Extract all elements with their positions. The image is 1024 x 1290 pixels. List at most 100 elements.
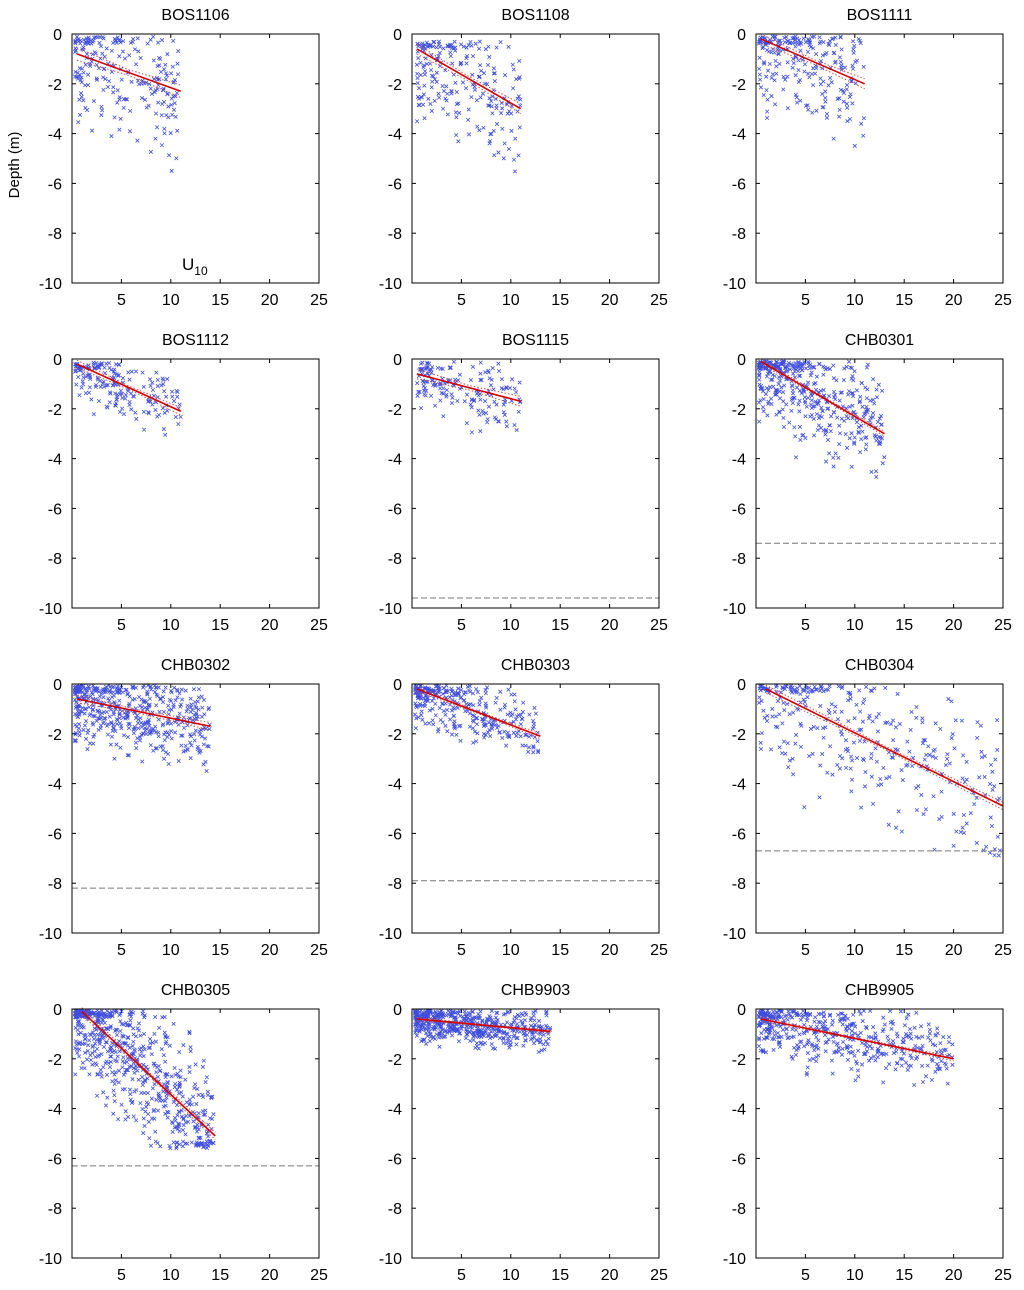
data-point bbox=[91, 412, 96, 417]
x-tick-label: 10 bbox=[162, 292, 180, 309]
data-point bbox=[470, 364, 476, 369]
data-point bbox=[136, 1021, 142, 1026]
data-point bbox=[782, 360, 787, 365]
data-point bbox=[811, 46, 816, 51]
fit-line bbox=[760, 38, 865, 85]
data-point bbox=[515, 96, 520, 101]
data-point bbox=[524, 733, 529, 738]
data-point bbox=[169, 729, 174, 734]
y-tick-label: -8 bbox=[48, 226, 62, 243]
data-point bbox=[816, 1019, 821, 1025]
data-point bbox=[840, 1046, 845, 1051]
data-point bbox=[505, 1010, 510, 1015]
data-point bbox=[912, 1082, 917, 1088]
data-point bbox=[83, 1033, 88, 1038]
data-point bbox=[489, 724, 494, 729]
data-point bbox=[150, 387, 156, 393]
data-point bbox=[783, 751, 788, 756]
data-point bbox=[73, 732, 78, 737]
data-point bbox=[798, 437, 803, 443]
data-point bbox=[444, 84, 449, 89]
data-point bbox=[842, 65, 848, 70]
data-point bbox=[492, 79, 497, 84]
data-point bbox=[796, 67, 801, 73]
data-point bbox=[878, 413, 884, 419]
data-point bbox=[975, 735, 980, 741]
data-point bbox=[427, 361, 432, 366]
data-point bbox=[765, 413, 770, 418]
data-point bbox=[470, 726, 476, 731]
data-point bbox=[762, 61, 767, 66]
plot-frame bbox=[71, 33, 320, 284]
data-point bbox=[861, 1008, 866, 1013]
data-point bbox=[139, 697, 144, 702]
x-tick-label: 20 bbox=[945, 292, 963, 309]
data-point bbox=[785, 1035, 790, 1040]
data-point bbox=[958, 830, 963, 835]
x-tick-label: 5 bbox=[117, 942, 126, 959]
data-point bbox=[823, 1040, 828, 1045]
data-point bbox=[758, 746, 764, 752]
data-point bbox=[144, 1104, 149, 1110]
data-point bbox=[101, 75, 106, 80]
data-point bbox=[517, 125, 522, 130]
data-point bbox=[856, 1074, 861, 1079]
data-point bbox=[951, 811, 956, 816]
data-point bbox=[995, 718, 1000, 723]
data-point bbox=[506, 146, 511, 152]
data-point bbox=[78, 91, 84, 96]
data-point bbox=[127, 129, 133, 134]
data-point bbox=[846, 719, 851, 724]
data-point bbox=[81, 37, 87, 42]
data-point bbox=[772, 50, 777, 55]
data-point bbox=[115, 683, 120, 689]
data-point bbox=[73, 46, 78, 51]
data-point bbox=[784, 1026, 789, 1032]
data-point bbox=[850, 391, 855, 396]
data-point bbox=[93, 35, 98, 40]
data-point bbox=[158, 744, 163, 749]
data-point bbox=[161, 1104, 166, 1109]
data-point bbox=[438, 1029, 443, 1034]
data-point bbox=[908, 1031, 913, 1036]
data-point bbox=[811, 381, 816, 387]
data-point bbox=[848, 1050, 854, 1055]
data-point bbox=[489, 1017, 494, 1023]
data-point bbox=[906, 1012, 911, 1017]
data-point bbox=[93, 382, 99, 388]
data-point bbox=[787, 758, 792, 763]
data-point bbox=[909, 709, 914, 715]
data-point bbox=[798, 1017, 803, 1023]
data-point bbox=[493, 1015, 499, 1020]
data-point bbox=[850, 101, 855, 106]
data-point bbox=[498, 1022, 504, 1027]
data-point bbox=[833, 397, 838, 402]
x-tick-label: 25 bbox=[310, 1267, 328, 1284]
data-point bbox=[444, 98, 449, 103]
data-point bbox=[873, 746, 878, 751]
data-point bbox=[517, 75, 522, 80]
data-point bbox=[462, 698, 467, 703]
data-point bbox=[113, 1058, 118, 1063]
data-point bbox=[134, 746, 139, 751]
data-point bbox=[797, 1032, 802, 1037]
data-point bbox=[825, 770, 830, 775]
data-point bbox=[113, 1027, 119, 1032]
data-point bbox=[181, 725, 187, 731]
data-point bbox=[801, 1030, 806, 1035]
data-point bbox=[831, 464, 836, 469]
data-point bbox=[933, 755, 938, 761]
y-tick-label: -6 bbox=[732, 176, 746, 193]
data-point bbox=[438, 63, 443, 69]
data-point bbox=[864, 1049, 870, 1054]
data-point bbox=[817, 41, 822, 46]
data-point bbox=[82, 1032, 87, 1038]
data-point bbox=[791, 772, 796, 777]
data-point bbox=[839, 732, 845, 737]
data-point bbox=[98, 384, 103, 389]
data-point bbox=[482, 717, 487, 722]
data-point bbox=[823, 459, 829, 464]
data-point bbox=[458, 738, 463, 743]
data-point bbox=[461, 692, 467, 697]
data-point bbox=[457, 1031, 462, 1036]
